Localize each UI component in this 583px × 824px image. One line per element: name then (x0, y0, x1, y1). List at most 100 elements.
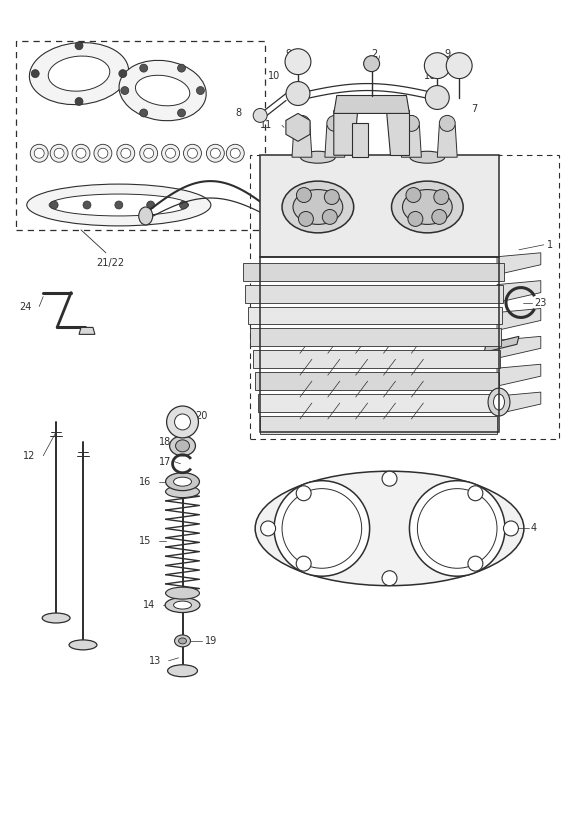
Ellipse shape (392, 181, 463, 233)
Circle shape (434, 190, 449, 204)
Circle shape (504, 521, 518, 536)
Text: 17: 17 (159, 456, 171, 466)
Circle shape (140, 109, 147, 117)
Ellipse shape (166, 473, 199, 490)
Polygon shape (437, 125, 457, 157)
Ellipse shape (42, 613, 70, 623)
Ellipse shape (410, 152, 445, 163)
Polygon shape (402, 125, 422, 157)
Text: 23: 23 (534, 297, 546, 307)
Text: 2: 2 (371, 49, 378, 59)
Circle shape (210, 148, 220, 158)
Circle shape (184, 144, 202, 162)
Circle shape (31, 70, 39, 77)
Circle shape (294, 115, 310, 131)
Circle shape (364, 56, 380, 72)
Circle shape (468, 486, 483, 501)
Ellipse shape (402, 190, 452, 224)
Circle shape (382, 571, 397, 586)
Text: 25: 25 (288, 208, 300, 218)
Polygon shape (248, 307, 502, 325)
Ellipse shape (268, 207, 282, 225)
Circle shape (30, 144, 48, 162)
Circle shape (115, 201, 123, 209)
Polygon shape (243, 263, 504, 281)
Circle shape (285, 49, 311, 75)
Ellipse shape (255, 471, 524, 586)
Text: 20: 20 (195, 411, 208, 421)
Polygon shape (250, 329, 501, 346)
Text: 11: 11 (260, 120, 272, 130)
Polygon shape (79, 327, 95, 335)
Ellipse shape (166, 588, 199, 599)
Circle shape (440, 115, 455, 131)
Circle shape (424, 53, 450, 78)
Circle shape (296, 486, 311, 501)
Circle shape (161, 144, 180, 162)
Text: 21/22: 21/22 (96, 258, 124, 268)
Circle shape (409, 480, 505, 576)
Polygon shape (497, 253, 541, 274)
Circle shape (327, 115, 343, 131)
Ellipse shape (175, 440, 189, 452)
Ellipse shape (166, 485, 199, 498)
Text: 10: 10 (268, 71, 280, 81)
Circle shape (322, 209, 338, 224)
Ellipse shape (174, 635, 191, 647)
Ellipse shape (300, 152, 335, 163)
Circle shape (178, 64, 185, 73)
Polygon shape (497, 392, 541, 414)
Polygon shape (255, 372, 499, 390)
Circle shape (143, 148, 154, 158)
Text: 4: 4 (531, 523, 537, 533)
Circle shape (75, 42, 83, 49)
Circle shape (426, 86, 449, 110)
Text: 24: 24 (19, 302, 31, 311)
Ellipse shape (135, 75, 190, 105)
Ellipse shape (178, 638, 187, 644)
Polygon shape (245, 284, 503, 302)
Circle shape (230, 148, 240, 158)
Circle shape (174, 414, 191, 430)
Ellipse shape (27, 184, 211, 226)
Circle shape (166, 148, 175, 158)
Circle shape (178, 109, 185, 117)
Polygon shape (260, 155, 499, 257)
Circle shape (121, 87, 129, 95)
Text: 9: 9 (444, 49, 451, 59)
Circle shape (403, 115, 419, 131)
Circle shape (83, 201, 91, 209)
Polygon shape (252, 350, 500, 368)
Circle shape (180, 201, 188, 209)
Polygon shape (497, 336, 541, 358)
Text: 3: 3 (328, 140, 334, 150)
Circle shape (94, 144, 112, 162)
Text: 19: 19 (205, 636, 217, 646)
Polygon shape (334, 96, 409, 114)
Text: 12: 12 (23, 451, 36, 461)
Polygon shape (260, 416, 497, 434)
Ellipse shape (69, 640, 97, 650)
Ellipse shape (293, 190, 343, 224)
Ellipse shape (119, 60, 206, 121)
Circle shape (226, 144, 244, 162)
Circle shape (140, 144, 157, 162)
Ellipse shape (488, 388, 510, 416)
Ellipse shape (170, 436, 195, 456)
Ellipse shape (174, 601, 191, 609)
Ellipse shape (139, 207, 153, 225)
Circle shape (34, 148, 44, 158)
Text: 16: 16 (139, 476, 151, 487)
Circle shape (117, 144, 135, 162)
Text: 1: 1 (547, 240, 553, 250)
Circle shape (76, 148, 86, 158)
Ellipse shape (29, 43, 129, 105)
Ellipse shape (48, 56, 110, 91)
Ellipse shape (49, 194, 188, 216)
Text: 13: 13 (149, 656, 161, 666)
Circle shape (196, 87, 205, 95)
Circle shape (188, 148, 198, 158)
Ellipse shape (165, 597, 200, 612)
Circle shape (274, 480, 370, 576)
Circle shape (50, 144, 68, 162)
